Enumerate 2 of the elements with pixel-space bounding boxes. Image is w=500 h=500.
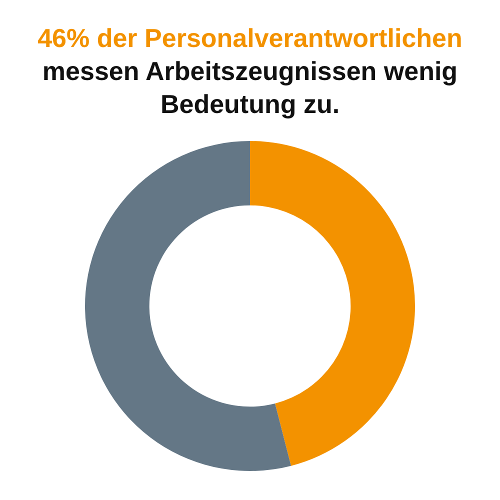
chart-title: 46% der Personalverantwortlichen xyxy=(36,22,464,55)
chart-subtitle: messen Arbeitszeugnissen wenig Bedeutung zu. xyxy=(41,55,459,121)
